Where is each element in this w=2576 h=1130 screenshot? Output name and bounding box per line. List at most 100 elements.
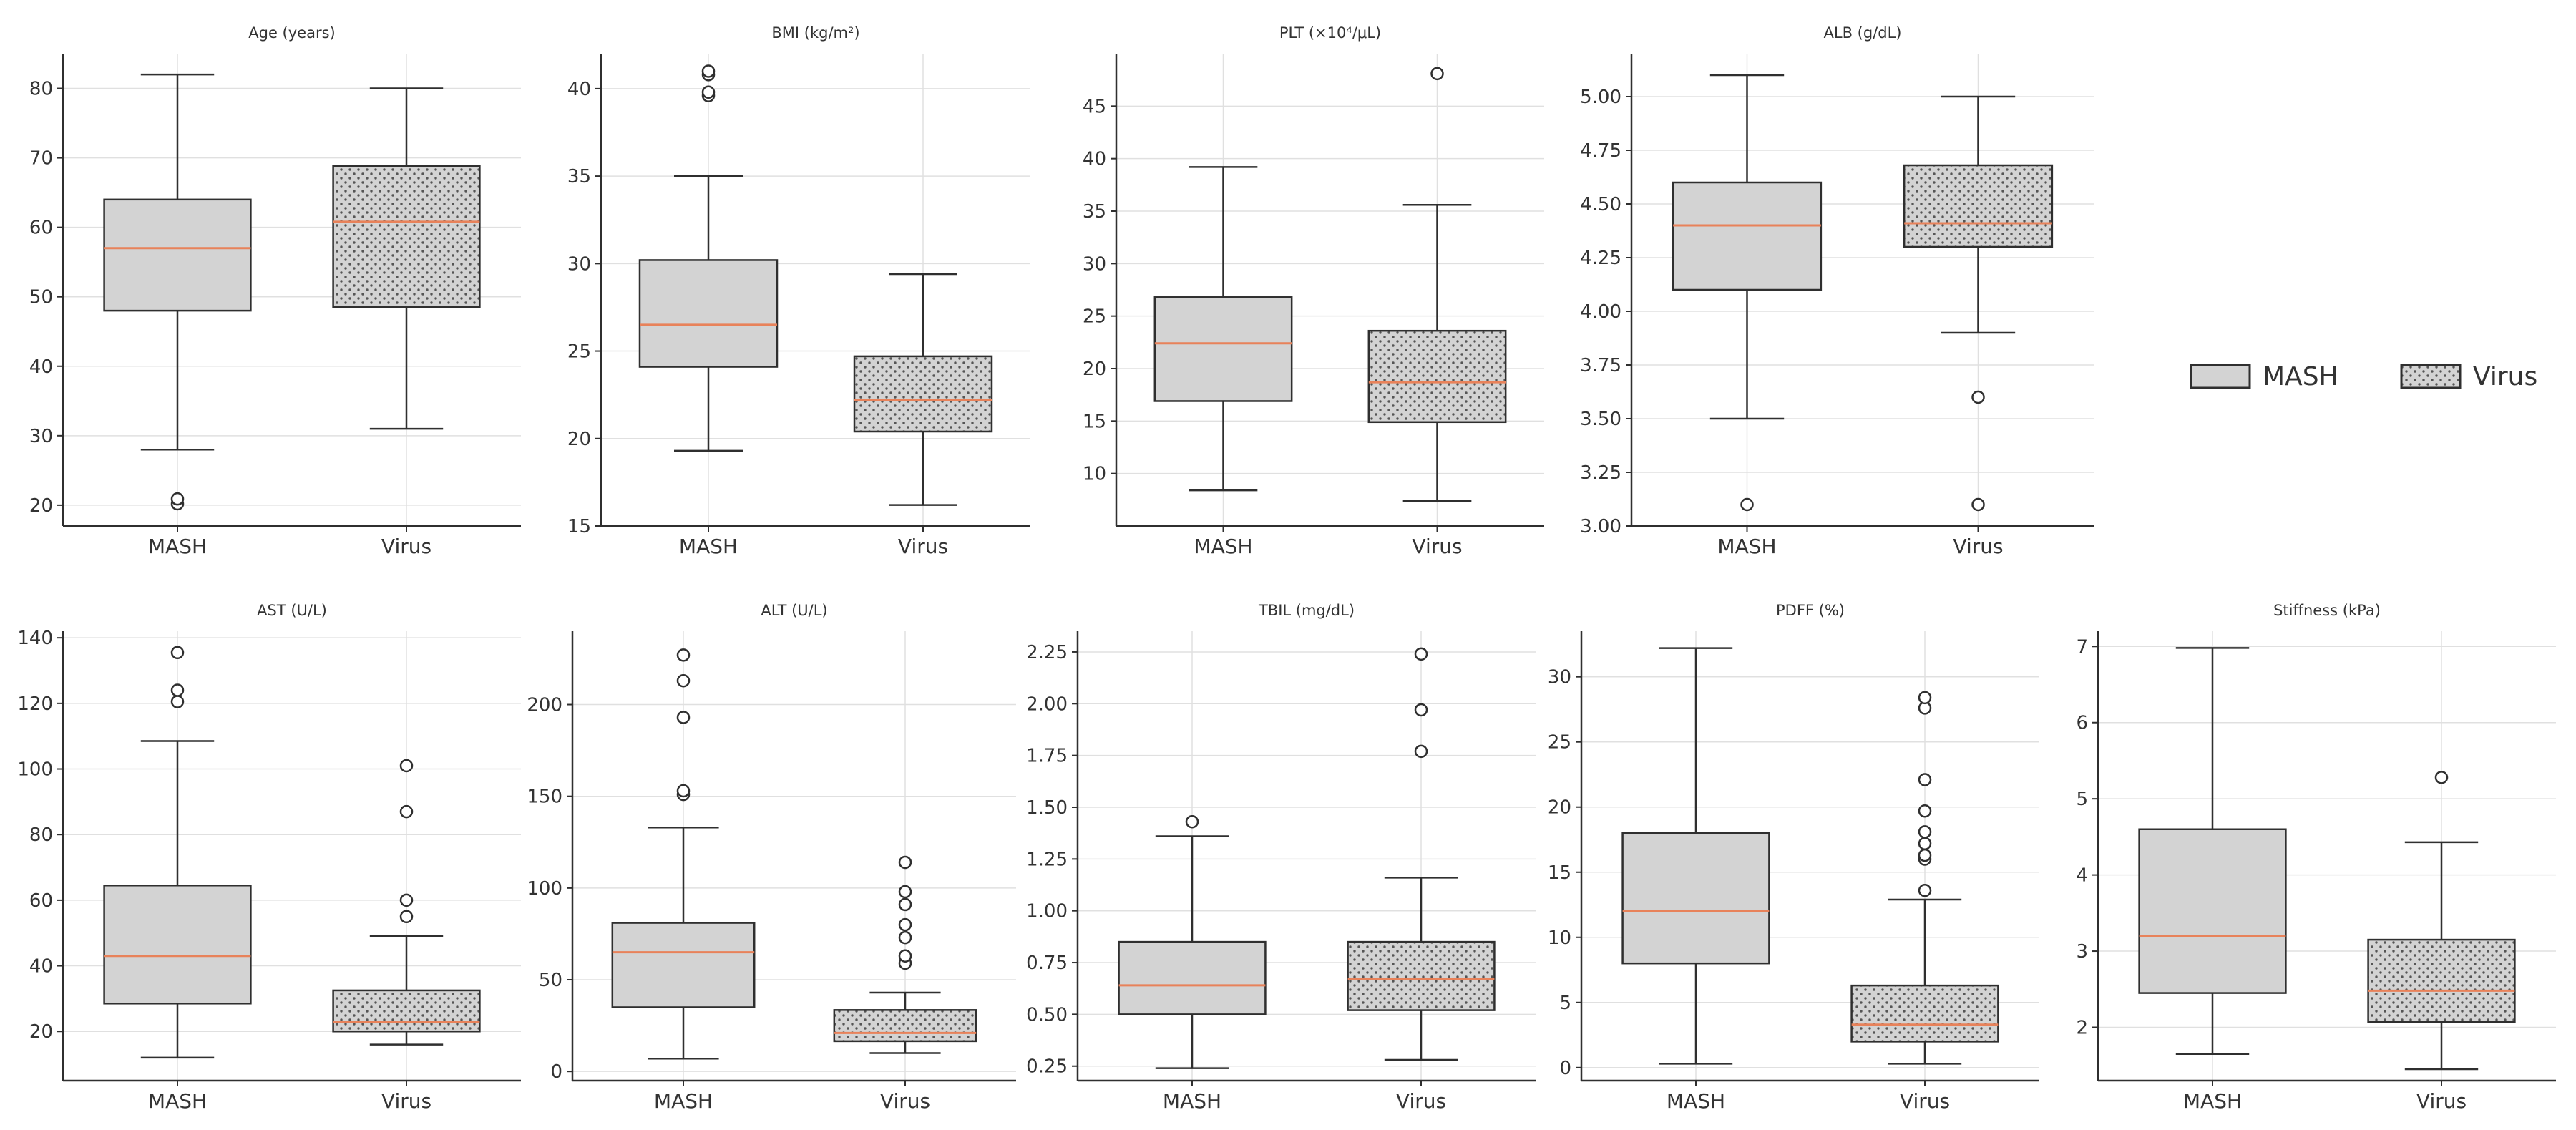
x-tick-label: Virus [898,535,948,558]
panel-0: 20 30 40 50 60 70 80 Age (years) MASH Virus [29,24,521,558]
y-tick-label: 1.00 [1026,901,1068,922]
y-tick-label: 5.00 [1580,87,1621,108]
outlier-point [701,64,716,78]
y-tick-label: 0 [1559,1058,1571,1079]
y-tick-label: 35 [567,166,591,187]
y-tick-label: 50 [539,970,562,991]
y-tick-label: 20 [1548,797,1571,819]
y-tick-label: 5 [2076,789,2088,810]
y-tick-label: 1.25 [1026,849,1068,870]
outlier-point [1414,647,1428,661]
outlier-point [399,893,414,907]
y-tick-label: 2.00 [1026,693,1068,715]
outlier-point [1414,703,1428,717]
x-tick-label: Virus [381,1089,431,1113]
y-tick-label: 30 [567,253,591,275]
box-virus [332,989,481,1033]
y-tick-label: 40 [29,356,53,378]
chart-title: Age (years) [248,24,335,42]
box-mash [103,198,252,312]
y-tick-label: 4.50 [1580,194,1621,215]
outlier-point [170,646,185,660]
outlier-point [399,910,414,924]
box-mash [1672,181,1823,291]
box-mash [1621,832,1770,965]
chart-title: AST (U/L) [257,602,327,619]
outlier-point [1185,814,1199,829]
x-tick-label: MASH [1194,535,1252,558]
outlier-point [1414,744,1428,759]
y-tick-label: 15 [1083,411,1106,432]
y-tick-label: 100 [17,759,53,781]
y-tick-label: 3.75 [1580,355,1621,376]
box-virus [1347,940,1496,1011]
x-tick-label: Virus [2416,1089,2467,1113]
outlier-point [399,804,414,819]
outlier-point [676,711,691,724]
y-tick-label: 70 [29,148,53,170]
outlier-point [898,855,912,870]
x-tick-label: Virus [880,1089,930,1113]
y-tick-label: 2.25 [1026,642,1068,663]
y-tick-label: 2 [2076,1017,2088,1038]
y-tick-label: 25 [1548,732,1571,754]
legend-label-mash: MASH [2263,362,2338,391]
box-mash [1153,296,1293,402]
y-tick-label: 100 [527,878,562,900]
y-tick-label: 50 [29,287,53,308]
outlier-point [898,897,912,912]
x-tick-label: MASH [1717,535,1776,558]
box-mash [103,885,252,1005]
y-tick-label: 25 [567,341,591,363]
y-tick-label: 4.75 [1580,140,1621,162]
chart-title: Stiffness (kPa) [2273,602,2381,619]
y-tick-label: 30 [29,426,53,447]
legend-label-virus: Virus [2473,362,2537,391]
outlier-point [1430,67,1444,81]
y-tick-label: 5 [1559,993,1571,1014]
box-virus [1850,984,1999,1043]
y-tick-label: 40 [1083,149,1106,170]
outlier-point [1971,390,1985,404]
y-tick-label: 3 [2076,941,2088,963]
y-tick-label: 1.75 [1026,746,1068,767]
x-tick-label: MASH [148,535,207,558]
legend: MASH Virus [2190,362,2537,391]
box-virus [833,1009,977,1043]
x-tick-label: MASH [679,535,738,558]
panel-5: 0 50 100 150 200 ALT (U/L) MASH Virus [527,602,1016,1113]
y-tick-label: 4.25 [1580,248,1621,269]
y-tick-label: 80 [29,824,53,846]
y-tick-label: 60 [29,218,53,239]
y-tick-label: 0 [550,1061,562,1083]
box-virus [2367,938,2516,1023]
chart-title: PDFF (%) [1776,602,1845,619]
outlier-point [898,885,912,899]
chart-title: ALB (g/dL) [1824,24,1902,42]
y-tick-label: 25 [1083,306,1106,328]
panel-6: 0.25 0.50 0.75 1.00 1.25 1.50 1.75 2.00 2.25 TBIL… [1026,602,1536,1113]
chart-title: TBIL (mg/dL) [1258,602,1355,619]
outlier-point [2434,771,2449,784]
y-tick-label: 40 [29,956,53,978]
outlier-point [676,784,691,798]
outlier-point [170,683,185,697]
y-tick-label: 7 [2076,636,2088,658]
outlier-point [1918,837,1932,850]
y-tick-label: 60 [29,890,53,912]
box-mash [611,922,756,1008]
y-tick-label: 80 [29,79,53,100]
y-tick-label: 15 [1548,862,1571,884]
outlier-point [170,695,185,708]
outlier-point [676,673,691,688]
box-mash [1118,940,1267,1015]
outlier-point [1918,883,1932,897]
outlier-point [676,648,691,662]
box-virus [332,165,481,308]
y-tick-label: 0.50 [1026,1004,1068,1026]
x-tick-label: Virus [1953,535,2003,558]
y-tick-label: 3.25 [1580,462,1621,484]
panel-1: 15 20 25 30 35 40 BMI (kg/m²) MASH Virus [567,24,1030,558]
outlier-point [1918,773,1932,786]
